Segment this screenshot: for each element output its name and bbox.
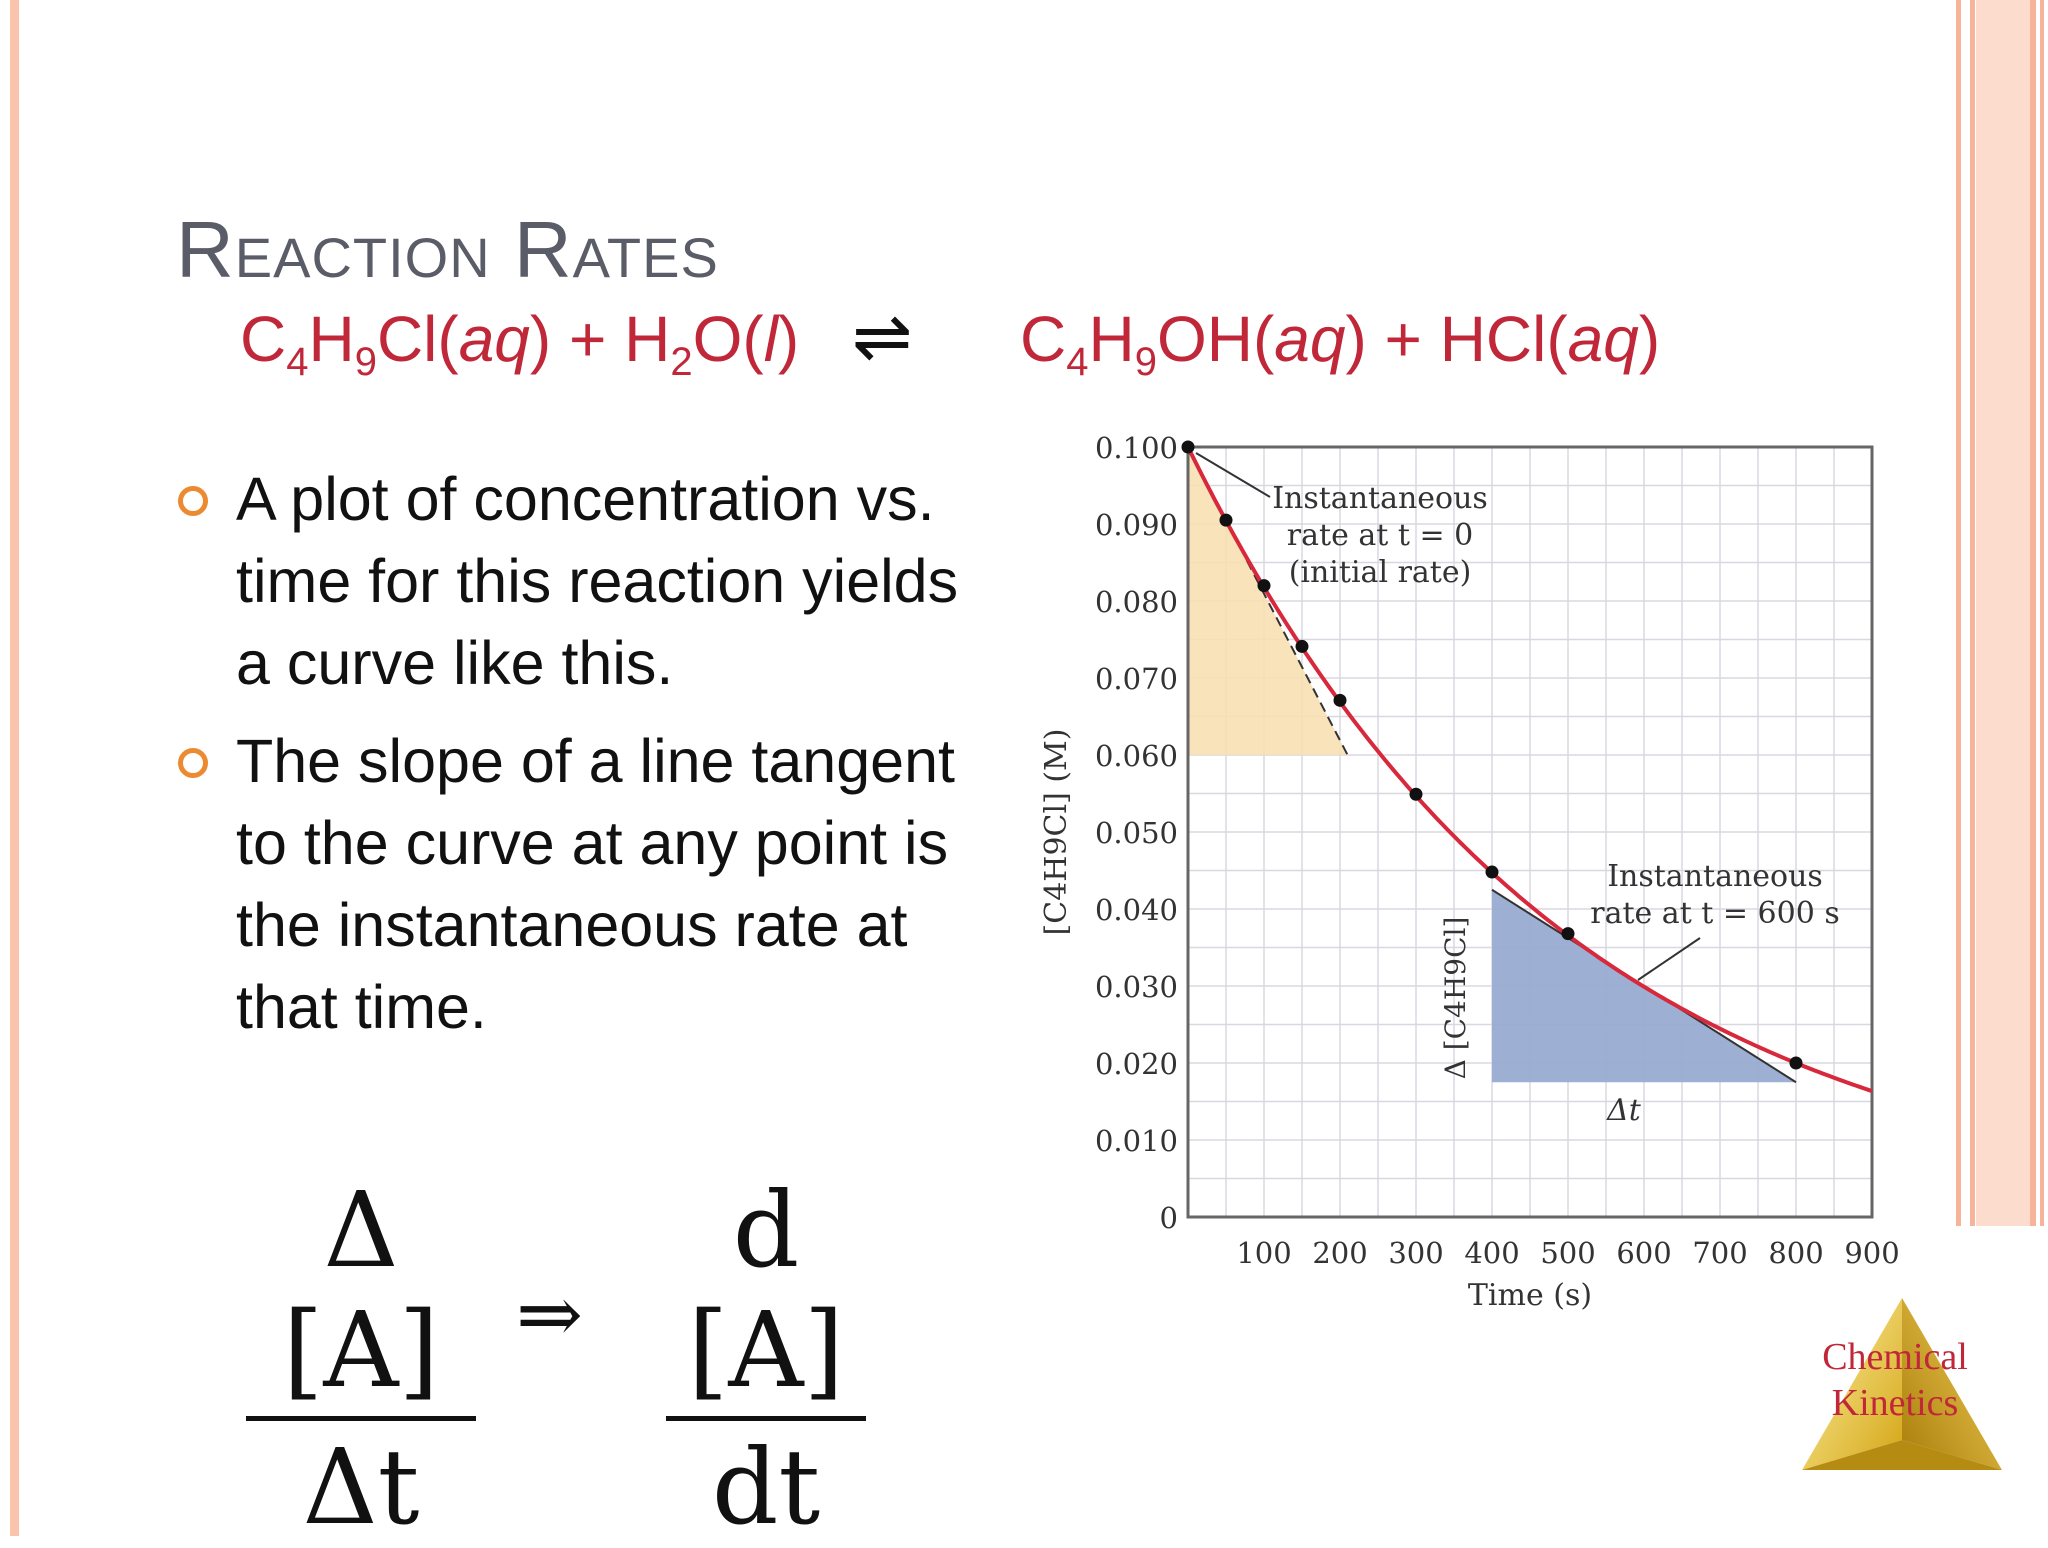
y-tick-label: 0.080 <box>1095 585 1178 619</box>
delta-fraction: Δ [A] Δt <box>246 1170 476 1547</box>
x-axis-label: Time (s) <box>1468 1278 1592 1313</box>
x-tick-label: 800 <box>1768 1236 1823 1270</box>
logo-line: Chemical <box>1822 1336 1968 1378</box>
annotation-initial-rate: (initial rate) <box>1289 555 1472 590</box>
y-tick-label: 0.070 <box>1095 662 1178 696</box>
bullet-item: The slope of a line tangent to the curve… <box>176 720 966 1048</box>
bullet-circle-icon <box>178 486 208 516</box>
reaction-equation: C4H9Cl(aq) + H2O(l) ⇌ C4H9OH(aq) + HCl(a… <box>240 297 1680 384</box>
y-axis-label: [C4H9Cl] (M) <box>1039 729 1074 936</box>
bullet-text: A plot of concentration vs. time for thi… <box>236 465 959 697</box>
derivative-denominator: dt <box>711 1426 821 1548</box>
data-point <box>1219 513 1233 527</box>
concentration-time-chart: 0 0.010 0.020 0.030 0.040 0.050 0.060 0.070 0.08… <box>1039 431 1900 1313</box>
y-tick-label: 0.040 <box>1095 893 1178 927</box>
data-point <box>1409 787 1423 801</box>
right-border-bands <box>1956 0 2048 1226</box>
left-border-stripe <box>10 0 19 1536</box>
annotation-initial-rate: Instantaneous <box>1272 481 1488 516</box>
annotation-delta-t: Δt <box>1606 1093 1642 1128</box>
y-tick-label: 0.030 <box>1095 970 1178 1004</box>
x-tick-label: 500 <box>1540 1236 1595 1270</box>
x-tick-label: 700 <box>1692 1236 1747 1270</box>
annotation-rate-600: rate at t = 600 s <box>1590 896 1840 931</box>
plot-frame <box>1186 445 1874 1219</box>
gold-triangle-logo-icon <box>1802 1298 2002 1470</box>
data-point <box>1295 639 1309 653</box>
y-tick-label: 0.050 <box>1095 816 1178 850</box>
delta-numerator: Δ [A] <box>282 1169 440 1411</box>
products: C4H9OH(aq) + HCl(aq) <box>1020 302 1661 384</box>
y-tick-label: 0.010 <box>1095 1124 1178 1158</box>
rate-formula: Δ [A] Δt ⇒ d [A] dt <box>246 1170 886 1547</box>
annotation-delta-concentration: Δ [C4H9Cl] <box>1439 917 1472 1080</box>
fraction-bar <box>666 1416 866 1421</box>
bullet-circle-icon <box>178 748 208 778</box>
product-1: C4H9OH(aq) <box>1020 303 1367 384</box>
x-tick-label: 400 <box>1464 1236 1519 1270</box>
annotation-rate-600: Instantaneous <box>1607 859 1823 894</box>
data-point <box>1181 440 1195 454</box>
derivative-fraction: d [A] dt <box>666 1170 866 1547</box>
slide-title: Reaction Rates <box>176 205 719 294</box>
y-tick-label: 0.090 <box>1095 508 1178 542</box>
x-tick-label: 200 <box>1312 1236 1367 1270</box>
data-point <box>1561 927 1575 941</box>
reactant-2: H2O(l) <box>624 303 800 384</box>
bullet-list: A plot of concentration vs. time for thi… <box>176 458 966 1064</box>
y-tick-label: 0 <box>1160 1201 1178 1235</box>
product-2: HCl(aq) <box>1439 303 1661 375</box>
logo-text: Chemical Kinetics <box>1790 1334 2000 1426</box>
x-tick-label: 100 <box>1236 1236 1291 1270</box>
bullet-item: A plot of concentration vs. time for thi… <box>176 458 966 704</box>
data-point <box>1333 693 1347 707</box>
plus-sign: + <box>551 303 625 375</box>
logo-line: Kinetics <box>1831 1382 1959 1424</box>
annotation-pointer <box>1195 452 1271 498</box>
x-tick-label: 600 <box>1616 1236 1671 1270</box>
derivative-numerator: d [A] <box>687 1169 845 1411</box>
x-tick-label: 300 <box>1388 1236 1443 1270</box>
implies-arrow-icon: ⇒ <box>516 1268 584 1361</box>
reactant-1: C4H9Cl(aq) <box>240 303 552 384</box>
bullet-text: The slope of a line tangent to the curve… <box>236 727 955 1041</box>
data-point <box>1789 1056 1803 1070</box>
annotation-pointer <box>1637 937 1701 981</box>
data-point <box>1485 865 1499 879</box>
annotation-initial-rate: rate at t = 0 <box>1287 518 1473 553</box>
y-tick-label: 0.020 <box>1095 1047 1178 1081</box>
equilibrium-arrow-icon: ⇌ <box>852 297 913 377</box>
y-tick-label: 0.060 <box>1095 739 1178 773</box>
x-tick-label: 900 <box>1844 1236 1899 1270</box>
plus-sign: + <box>1366 303 1440 375</box>
y-tick-label: 0.100 <box>1095 431 1178 465</box>
data-point <box>1257 579 1271 593</box>
fraction-bar <box>246 1416 476 1421</box>
delta-denominator: Δt <box>302 1426 420 1548</box>
